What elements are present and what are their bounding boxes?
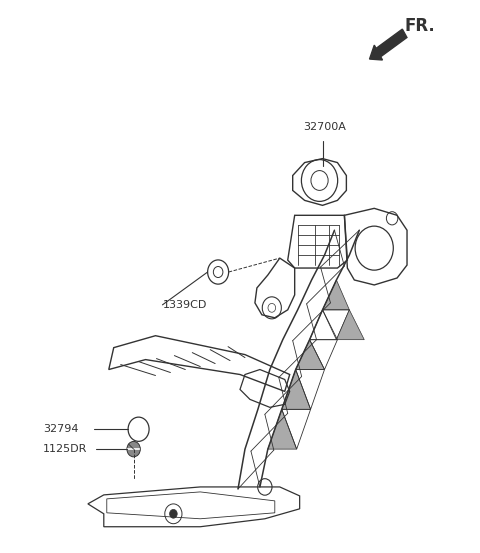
Text: 1339CD: 1339CD [162,300,207,310]
Polygon shape [296,340,324,369]
Polygon shape [268,409,297,449]
Text: FR.: FR. [405,17,435,35]
Circle shape [169,509,177,518]
Text: 32794: 32794 [43,424,79,434]
Text: 32700A: 32700A [303,122,346,132]
Text: 1125DR: 1125DR [43,444,87,454]
FancyArrow shape [370,29,407,60]
Circle shape [127,441,140,457]
Polygon shape [336,310,364,340]
Polygon shape [282,369,311,409]
Polygon shape [323,280,349,310]
